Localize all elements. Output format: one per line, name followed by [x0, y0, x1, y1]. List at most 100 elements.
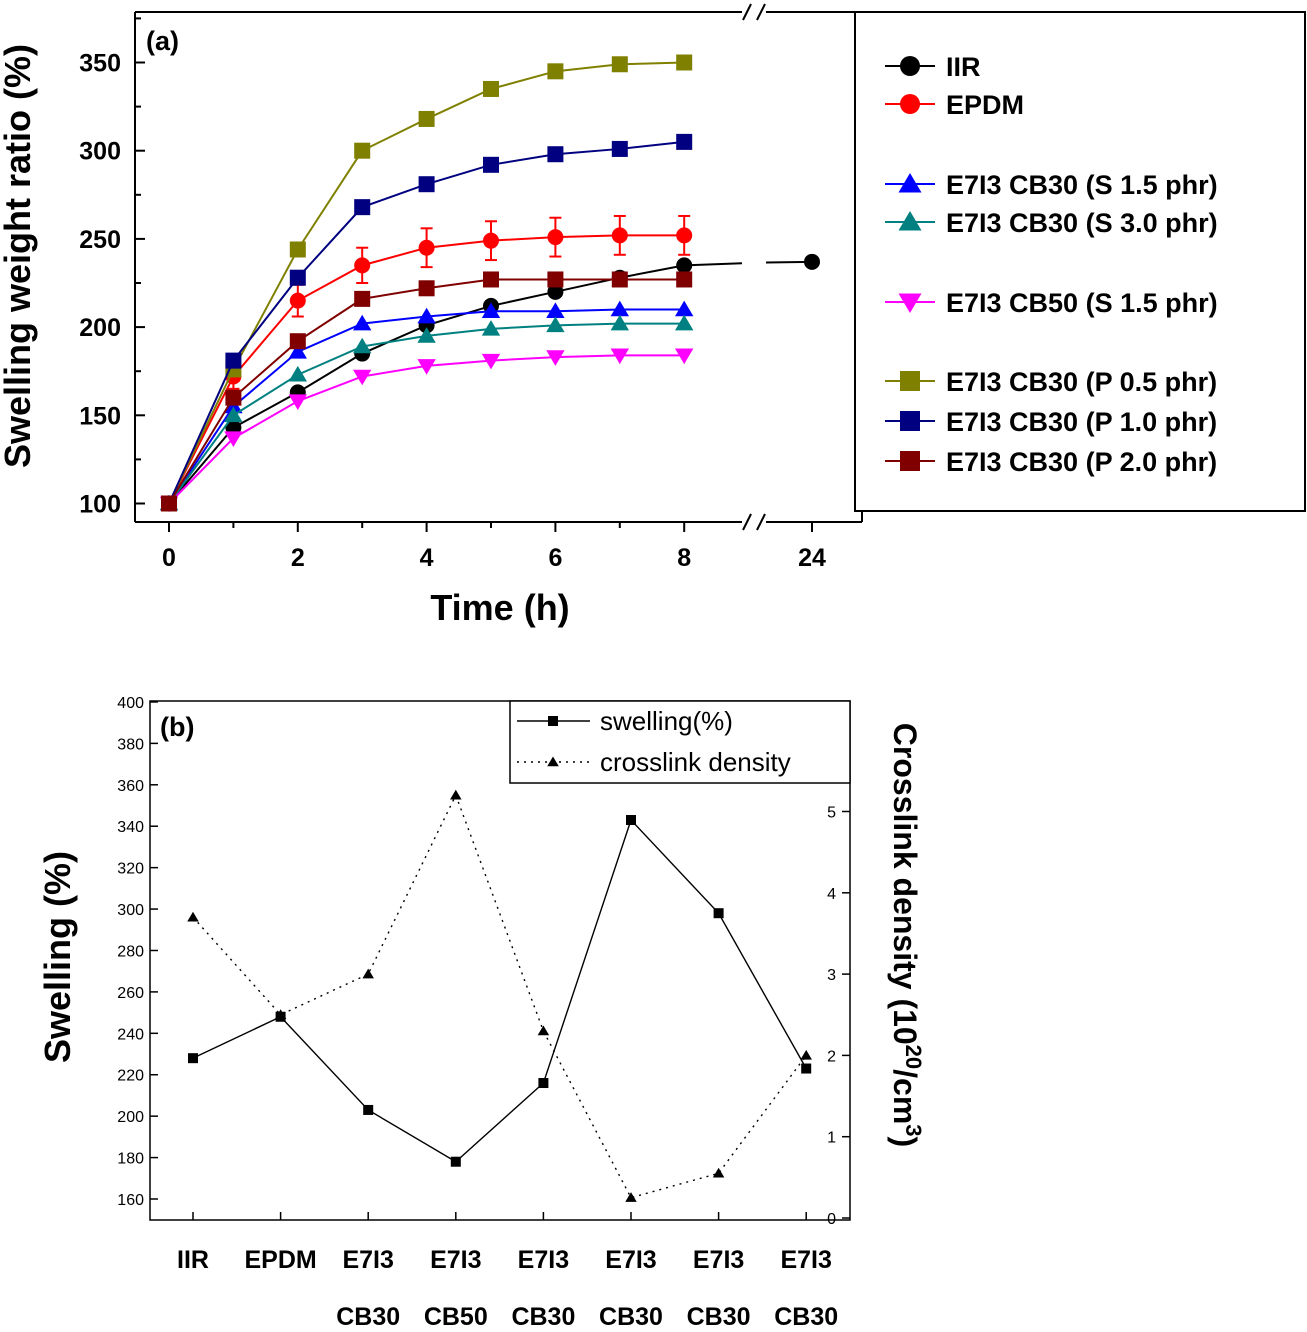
a-legend-label: E7I3 CB30 (P 2.0 phr) — [946, 447, 1217, 477]
b-x-tick-label-line2: CB30 — [336, 1303, 400, 1331]
a-data-point — [547, 63, 564, 80]
a-data-point — [610, 348, 629, 365]
a-data-point — [804, 253, 820, 270]
a-data-point — [289, 292, 306, 309]
a-data-point — [353, 337, 372, 354]
b-data-point — [801, 1063, 812, 1074]
a-y-tick-label: 300 — [79, 138, 121, 166]
a-legend-label: E7I3 CB30 (P 1.0 phr) — [946, 407, 1217, 437]
b-data-point — [363, 1104, 374, 1115]
b-x-tick-label-line2: CB30 — [599, 1303, 663, 1331]
a-series-0 — [161, 253, 820, 512]
panel-a-x-axis-title: Time (h) — [430, 587, 569, 628]
a-y-tick-label: 100 — [79, 491, 121, 519]
y2-title-main: Crosslink density (10 — [887, 723, 923, 1045]
b-data-point — [450, 789, 462, 800]
a-data-point — [417, 359, 436, 375]
panel-b-label: (b) — [160, 712, 194, 742]
b-x-tick-label: IIR — [177, 1246, 209, 1274]
b-y-tick-label: 180 — [117, 1151, 144, 1168]
panel-a-legend: IIR EPDM E7I3 CB30 (S 1.5 phr) E7I3 CB30 (S… — [854, 11, 1306, 512]
a-data-point — [354, 199, 371, 216]
b-x-tick-label: E7I3 — [780, 1246, 831, 1274]
b-data-point — [274, 1009, 287, 1019]
b-y-tick-label: 260 — [117, 985, 144, 1002]
a-x-tick-label: 6 — [548, 544, 562, 572]
b-y-tick-label: 340 — [117, 819, 144, 836]
y2-title-mid: /cm — [887, 1069, 923, 1124]
a-legend-marker — [900, 94, 920, 114]
a-series-7 — [161, 271, 693, 512]
b-x-tick-label: E7I3 — [693, 1246, 744, 1274]
a-data-point — [676, 133, 693, 150]
a-data-point — [289, 269, 306, 286]
a-x-tick-label: 8 — [677, 544, 691, 572]
a-legend-marker — [898, 211, 922, 231]
a-axis-break-mark — [756, 513, 766, 531]
a-y-tick-label: 350 — [79, 50, 121, 78]
a-data-point — [288, 365, 307, 382]
a-series-line — [168, 264, 685, 505]
b-y2-tick-label: 2 — [827, 1048, 836, 1065]
b-y-tick-label: 360 — [117, 778, 144, 795]
b-data-point — [188, 1053, 198, 1064]
panel-b-ticks: 160 180 200 220 240 260 280 300 320 340 360 380 400 0… — [117, 695, 850, 1331]
a-legend-marker — [898, 293, 922, 313]
a-data-point — [546, 316, 565, 333]
b-legend-box — [509, 700, 851, 784]
a-legend-label: E7I3 CB30 (S 3.0 phr) — [946, 208, 1218, 238]
a-data-point — [224, 431, 243, 448]
a-data-point — [418, 239, 435, 256]
a-x-tick-label: 0 — [162, 544, 176, 572]
b-legend-marker — [547, 756, 559, 767]
a-data-point — [611, 271, 628, 288]
a-data-point — [288, 342, 307, 359]
a-data-point — [611, 140, 628, 157]
b-data-point — [713, 908, 724, 919]
a-data-point — [354, 290, 371, 307]
b-data-point — [362, 968, 374, 979]
b-x-tick-label: E7I3 — [605, 1246, 656, 1274]
b-data-point — [187, 911, 199, 922]
a-axis-break-mark — [742, 3, 752, 21]
a-data-point — [610, 300, 629, 317]
a-data-point — [547, 271, 564, 288]
y2-title-sup2: 3 — [901, 1124, 926, 1136]
a-data-point — [225, 352, 242, 369]
a-data-point — [483, 80, 499, 97]
a-legend-label: E7I3 CB30 (P 0.5 phr) — [946, 367, 1217, 397]
a-data-point — [161, 495, 177, 512]
a-legend-box — [854, 11, 1306, 512]
a-y-tick-label: 200 — [79, 314, 121, 342]
b-y-tick-label: 200 — [117, 1109, 144, 1126]
a-data-point — [610, 314, 629, 331]
b-legend-label: swelling(%) — [600, 706, 733, 736]
b-y-tick-label: 400 — [117, 695, 144, 712]
b-y2-tick-label: 1 — [827, 1130, 836, 1147]
a-data-point — [547, 283, 564, 300]
a-data-point — [288, 394, 307, 410]
a-data-point — [417, 307, 436, 324]
a-series-6 — [161, 133, 693, 512]
b-series-1 — [187, 789, 812, 1202]
a-data-point — [353, 314, 372, 331]
a-data-point — [353, 369, 372, 386]
b-y-tick-label: 320 — [117, 861, 144, 878]
b-x-tick-label-line2: CB30 — [774, 1303, 838, 1331]
b-y-tick-label: 280 — [117, 943, 144, 960]
a-legend-marker — [900, 371, 920, 391]
a-y-tick-label: 150 — [79, 402, 121, 430]
a-series-1 — [161, 214, 693, 512]
a-x-tick-label: 2 — [291, 544, 305, 572]
a-legend-label: IIR — [946, 52, 981, 82]
b-y-tick-label: 160 — [117, 1192, 144, 1209]
b-data-point — [450, 1156, 461, 1167]
panel-b-axes-frame — [149, 700, 851, 1221]
b-legend-marker — [548, 716, 558, 726]
b-data-point — [712, 1167, 725, 1178]
b-axes-box — [149, 700, 851, 1221]
b-y-tick-label: 240 — [117, 1026, 144, 1043]
b-series-line — [192, 818, 807, 1163]
a-data-point — [483, 271, 499, 288]
